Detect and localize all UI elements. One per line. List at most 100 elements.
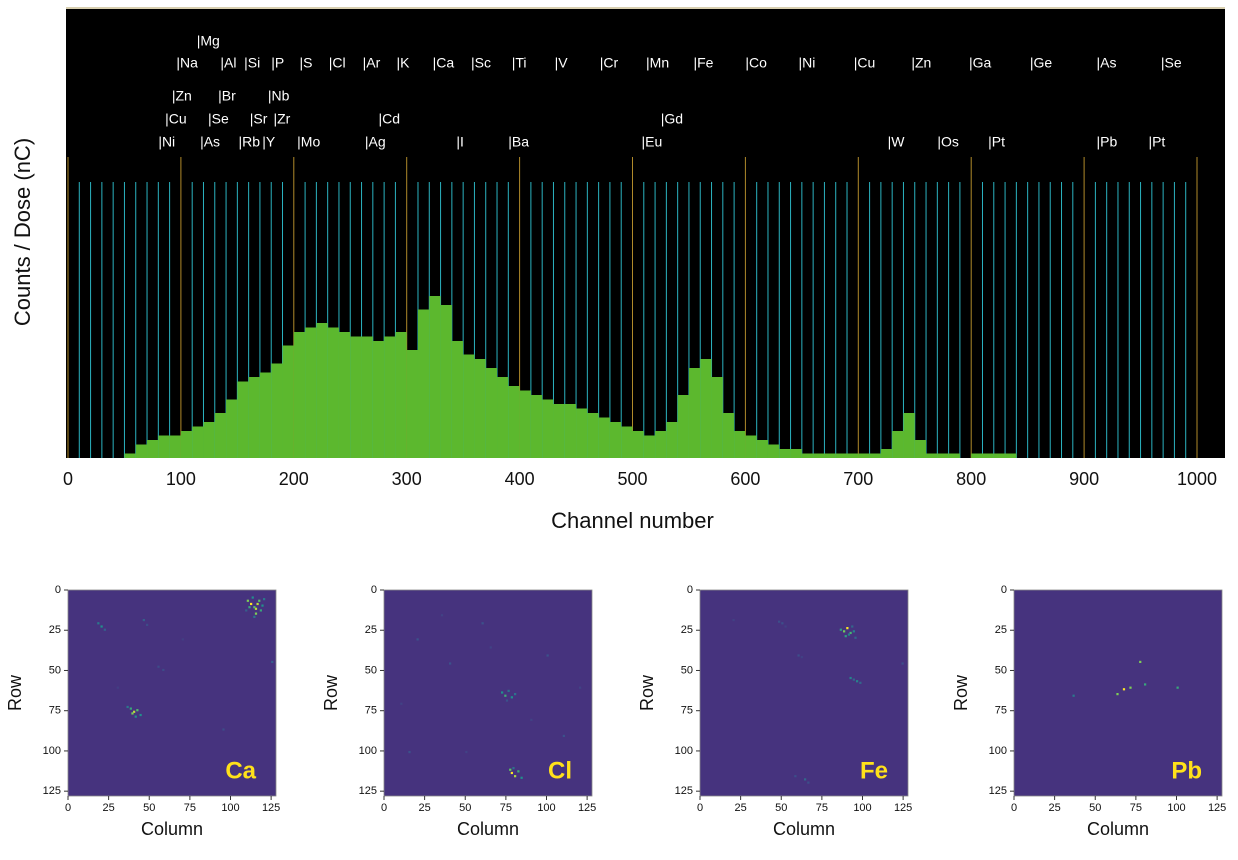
bar xyxy=(632,431,644,458)
bar xyxy=(801,453,814,458)
heatmap-cell xyxy=(510,696,513,699)
heatmap-cell xyxy=(1144,683,1147,686)
heatmap-cell xyxy=(579,686,582,689)
heatmap-cell xyxy=(181,638,184,641)
heatmap-cell xyxy=(852,678,855,681)
bar xyxy=(621,426,633,458)
y-tick-label: 125 xyxy=(43,785,61,797)
bar xyxy=(745,435,757,458)
heatmap-cell xyxy=(258,599,261,602)
heatmap-cell xyxy=(134,715,137,718)
heatmap-cell xyxy=(251,596,254,599)
bar xyxy=(214,413,227,458)
bar xyxy=(587,413,599,458)
bar xyxy=(677,395,689,458)
heatmap-cell xyxy=(847,633,851,636)
heatmap-cell xyxy=(1072,694,1075,697)
heatmap-cell xyxy=(416,638,419,641)
element-label: |Cr xyxy=(600,55,619,71)
element-label: |Pt xyxy=(988,134,1005,150)
bar xyxy=(926,453,938,458)
x-axis-label: Channel number xyxy=(551,508,714,533)
heatmap-cell xyxy=(1122,688,1126,691)
x-tick-label: 25 xyxy=(735,802,747,814)
heatmap-cell xyxy=(133,710,136,713)
bar xyxy=(824,453,836,458)
bar xyxy=(169,435,181,458)
element-label: |Ni xyxy=(798,55,815,71)
heatmap-cell xyxy=(501,691,504,694)
heatmap-cell xyxy=(1139,660,1142,664)
heatmap-cell xyxy=(804,778,807,781)
heatmap-cell xyxy=(222,728,225,731)
y-tick-label: 0 xyxy=(1001,584,1007,596)
heatmap-cell xyxy=(248,606,251,609)
y-tick-label: 100 xyxy=(43,745,61,757)
x-tick-label: 300 xyxy=(392,469,422,489)
x-tick-label: 125 xyxy=(894,802,912,814)
heatmap-cell xyxy=(254,612,258,615)
bar xyxy=(338,332,351,458)
bar xyxy=(429,296,441,458)
bar xyxy=(259,372,272,458)
bar xyxy=(237,381,249,458)
bar xyxy=(271,363,283,458)
heatmap-cell xyxy=(784,625,787,628)
heatmap-cell xyxy=(131,712,134,715)
heatmap-cell xyxy=(807,781,810,784)
bar xyxy=(124,453,136,458)
element-label: |Br xyxy=(218,88,236,104)
x-axis-label: Column xyxy=(457,819,519,839)
element-label: |Ca xyxy=(433,55,455,71)
heatmap-cell xyxy=(849,631,852,635)
x-tick-label: 25 xyxy=(1049,802,1061,814)
bar xyxy=(598,417,610,458)
y-tick-label: 75 xyxy=(365,705,377,717)
bar xyxy=(463,354,475,458)
x-axis-label: Column xyxy=(141,819,203,839)
heatmap-cell xyxy=(844,635,847,638)
bar xyxy=(576,408,588,458)
element-label: |Mg xyxy=(197,33,220,49)
bar xyxy=(903,413,915,458)
bar xyxy=(914,440,927,458)
y-tick-label: 50 xyxy=(681,664,693,676)
y-tick-label: 0 xyxy=(371,584,377,596)
heatmap-cell xyxy=(530,718,533,721)
bar xyxy=(756,440,768,458)
heatmap-cell xyxy=(505,699,509,702)
y-tick-label: 0 xyxy=(55,584,61,596)
heatmap-cell xyxy=(843,630,846,633)
element-label: |I xyxy=(456,134,464,150)
x-tick-label: 1000 xyxy=(1177,469,1217,489)
x-tick-label: 400 xyxy=(505,469,535,489)
x-tick-label: 500 xyxy=(617,469,647,489)
heatmap-cell xyxy=(1116,693,1119,696)
element-label: |As xyxy=(200,134,220,150)
heatmap-cell xyxy=(261,604,264,607)
bar xyxy=(948,453,960,458)
bar xyxy=(643,435,656,458)
heatmap-cell xyxy=(256,602,259,606)
heatmap-cell xyxy=(512,767,515,770)
heatmap-cell xyxy=(129,707,132,710)
element-label: |Sr xyxy=(250,111,268,127)
heatmap-cell xyxy=(408,750,411,754)
element-label: |V xyxy=(555,55,569,71)
bar xyxy=(474,359,486,458)
x-tick-label: 75 xyxy=(1130,802,1142,814)
heatmap-cell xyxy=(253,615,256,618)
heatmap-cell xyxy=(781,622,784,625)
element-label: |Zn xyxy=(911,55,931,71)
heatmap-cell xyxy=(126,705,129,709)
map-title: Fe xyxy=(860,757,888,784)
x-tick-label: 600 xyxy=(730,469,760,489)
heatmap-cell xyxy=(254,607,258,610)
heatmap-background xyxy=(700,590,908,796)
bar xyxy=(542,399,554,458)
element-label: |W xyxy=(888,134,906,150)
element-label: |Cu xyxy=(165,111,187,127)
x-tick-label: 125 xyxy=(262,802,280,814)
y-axis-label: Row xyxy=(321,674,341,711)
bar xyxy=(847,453,859,458)
